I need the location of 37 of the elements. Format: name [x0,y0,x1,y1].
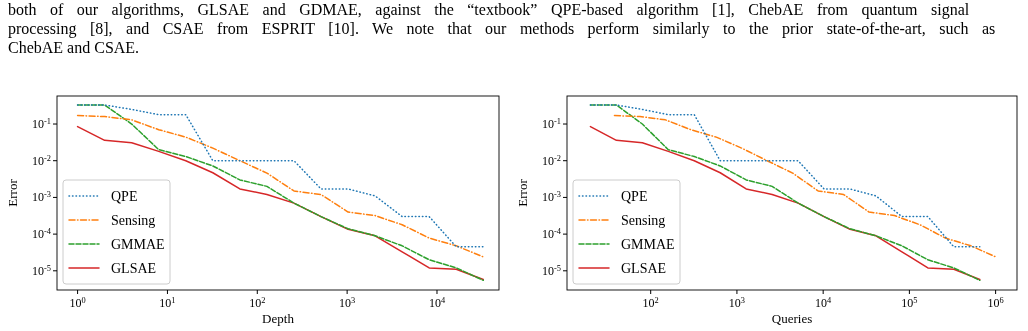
x-tick-label: 10$^{1}$ [159,295,176,310]
legend-label: Sensing [111,213,156,228]
line-series [589,104,981,248]
legend-label: GLSAE [621,261,667,276]
y-tick-label: 10$^{-1}$ [32,116,51,132]
y-tick-label: 10$^{-1}$ [542,116,561,132]
x-axis-title: Queries [771,311,813,326]
x-tick-label: 10$^{2}$ [249,295,266,310]
legend-label: Sensing [621,213,666,228]
y-tick-label: 10$^{-2}$ [542,153,561,168]
y-tick-label: 10$^{-4}$ [542,226,562,242]
legend-label: QPE [621,189,648,204]
y-tick-label: 10$^{-4}$ [32,226,52,242]
x-tick-label: 10$^{5}$ [901,295,918,310]
x-tick-label: 10$^{6}$ [987,295,1004,310]
text: ChebAE and CSAE. [8,39,140,56]
x-tick-label: 10$^{0}$ [69,295,86,310]
legend-label: GMMAE [111,237,165,252]
legend-label: GMMAE [621,237,675,252]
y-tick-label: 10$^{-3}$ [542,189,561,205]
y-axis-title: Error [515,178,530,207]
x-axis-title: Depth [262,311,295,326]
x-tick-label: 10$^{3}$ [728,295,746,310]
legend-label: GLSAE [111,261,157,276]
y-tick-label: 10$^{-2}$ [32,153,51,168]
x-tick-label: 10$^{3}$ [339,295,356,310]
x-tick-label: 10$^{4}$ [428,295,446,310]
y-tick-label: 10$^{-5}$ [542,263,561,278]
y-tick-label: 10$^{-5}$ [32,263,51,278]
text: processing [8], and CSAE from ESPRIT [10]. We note that our methods perform similarly to the prior state-of-the-art, such as [8,20,996,38]
text: both of our algorithms, GLSAE and GDMAE, against the “textbook” QPE-based algorithm [1], ChebAE from quantum signal [8,1,970,19]
y-tick-label: 10$^{-3}$ [32,189,51,205]
legend-label: QPE [111,189,138,204]
x-tick-label: 10$^{2}$ [642,295,659,310]
line-series [613,114,997,258]
y-axis-title: Error [5,178,20,207]
x-tick-label: 10$^{4}$ [815,295,833,310]
